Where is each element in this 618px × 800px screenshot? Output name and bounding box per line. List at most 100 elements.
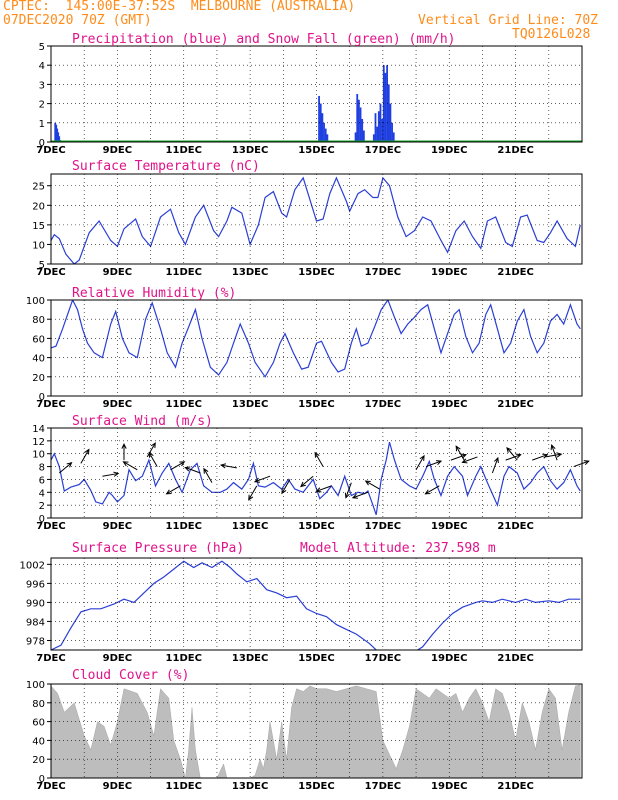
precip-bar [324, 128, 327, 142]
wind-arrow-head [461, 458, 468, 464]
precip-bar [374, 113, 377, 142]
x-tick-label: 15DEC [298, 267, 334, 278]
x-tick-label: 17DEC [365, 653, 401, 664]
y-tick-label: 2 [39, 100, 45, 111]
x-tick-label: 7DEC [36, 145, 65, 156]
y-tick-label: 12 [32, 437, 45, 448]
x-tick-label: 11DEC [166, 781, 202, 792]
wind-arrow-head [165, 489, 172, 495]
series-line [51, 441, 581, 515]
wind-arrow-head [493, 456, 499, 463]
wind-arrow-shaft [551, 444, 558, 461]
wind-arrow-shaft [123, 461, 138, 471]
panel-title: Precipitation (blue) and Snow Fall (gree… [72, 32, 456, 47]
precip-bar [354, 132, 357, 142]
x-tick-label: 9DEC [103, 145, 132, 156]
wind-arrow-shaft [545, 453, 562, 458]
wind-arrow-head [150, 442, 156, 449]
wind-arrow-shaft [573, 460, 589, 468]
wind-arrow-shaft [185, 467, 201, 474]
x-tick-label: 7DEC [36, 399, 65, 410]
x-tick-label: 15DEC [298, 145, 334, 156]
data-layer [51, 176, 581, 264]
x-tick-label: 19DEC [431, 399, 467, 410]
wind-arrow-head [506, 447, 512, 453]
y-tick-label: 5 [39, 42, 45, 53]
x-tick-label: 19DEC [431, 267, 467, 278]
y-tick-label: 978 [26, 636, 45, 647]
x-tick-label: 17DEC [365, 781, 401, 792]
x-tick-label: 13DEC [232, 145, 268, 156]
wind-arrow-shaft [365, 480, 380, 490]
plot-frame [50, 557, 583, 651]
wind-arrow-shaft [462, 456, 478, 463]
precip-bar [56, 128, 59, 142]
x-tick-label: 13DEC [232, 781, 268, 792]
wind-arrow-shaft [254, 475, 271, 483]
wind-arrow-head [424, 489, 431, 495]
y-tick-label: 6 [39, 475, 45, 486]
x-tick-label: 9DEC [103, 399, 132, 410]
y-tick-label: 14 [32, 424, 45, 435]
x-tick-label: 7DEC [36, 781, 65, 792]
y-tick-label: 5 [39, 260, 45, 271]
wind-arrow-head [66, 461, 73, 468]
y-tick-label: 80 [32, 315, 45, 326]
x-tick-label: 13DEC [232, 267, 268, 278]
precip-bar [356, 94, 359, 142]
wind-arrow-shaft [450, 454, 467, 461]
wind-arrow-shaft [80, 449, 90, 464]
precip-bar [357, 99, 360, 142]
wind-arrow-head [364, 480, 371, 486]
precip-bar [318, 95, 320, 142]
wind-arrow-head [300, 481, 306, 488]
wind-arrow-shaft [491, 457, 499, 474]
precip-bar [384, 72, 387, 142]
data-layer [51, 560, 581, 650]
panel-title: Surface Temperature (nC) [72, 159, 260, 174]
x-tick-label: 13DEC [232, 521, 268, 532]
wind-arrow-head [253, 477, 261, 483]
y-tick-label: 1002 [20, 560, 45, 571]
y-tick-label: 40 [32, 354, 45, 365]
wind-arrow-head [184, 466, 191, 472]
wind-arrow-shaft [146, 442, 156, 458]
x-tick-label: 19DEC [431, 653, 467, 664]
precip-bar [376, 126, 379, 142]
wind-arrow-shaft [425, 485, 440, 495]
x-tick-label: 19DEC [431, 521, 467, 532]
x-tick-label: 21DEC [497, 521, 533, 532]
y-tick-label: 0 [39, 514, 45, 525]
x-tick-label: 15DEC [298, 399, 334, 410]
precip-bar [361, 118, 364, 142]
wind-arrow-shaft [352, 491, 369, 499]
x-tick-label: 15DEC [298, 521, 334, 532]
y-tick-label: 2 [39, 501, 45, 512]
x-tick-label: 11DEC [166, 145, 202, 156]
wind-arrow-head [542, 453, 549, 459]
chart-panel: 0 1 2 3 4 5 7DEC 9DEC 11DEC 13DEC 15DEC 17DEC 19DEC 2… [36, 32, 583, 156]
x-tick-label: 9DEC [103, 521, 132, 532]
header-model-code: TQ0126L028 [512, 27, 591, 42]
precip-bar [379, 103, 382, 142]
wind-arrow-shaft [506, 447, 518, 461]
wind-arrow-head [550, 444, 556, 451]
chart-panel: 0 20 40 60 80 100 7DEC 9DEC 11DEC 13DEC 15DEC 17DEC… [26, 286, 583, 410]
wind-arrow-head [281, 488, 287, 495]
y-tick-label: 0 [39, 774, 45, 785]
cloud-cover-area [51, 684, 581, 778]
wind-arrow-head [122, 461, 129, 467]
x-tick-label: 11DEC [166, 521, 202, 532]
x-tick-label: 15DEC [298, 653, 334, 664]
precip-bar [55, 124, 58, 142]
wind-arrow-head [203, 467, 209, 474]
wind-arrow-shaft [58, 462, 72, 474]
wind-arrow-shaft [281, 479, 291, 494]
wind-arrow-shaft [415, 455, 425, 471]
wind-arrow-head [583, 460, 590, 466]
wind-arrow-head [121, 442, 127, 449]
series-line [51, 176, 581, 264]
plot-frame [50, 299, 583, 397]
precip-bar [392, 132, 395, 142]
y-tick-label: 80 [32, 699, 45, 710]
